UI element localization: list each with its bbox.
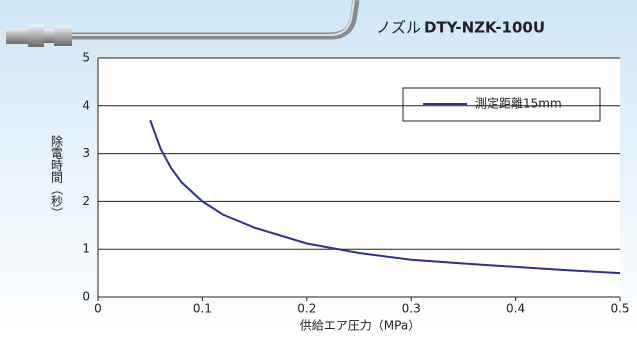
x-tick-label: 0.5 [610,302,629,316]
x-tick-label: 0.3 [402,302,421,316]
x-tick-label: 0.1 [193,302,212,316]
product-model: DTY-NZK-100U [424,19,545,37]
product-label: ノズル [376,19,421,37]
nozzle-illustration [6,0,360,47]
y-tick-label: 3 [82,146,90,160]
y-tick-label: 0 [82,290,90,304]
y-axis-label: 除電時間（秒） [50,134,64,219]
y-tick-label: 2 [82,194,90,208]
x-axis-label: 供給エア圧力（MPa） [300,319,420,333]
y-tick-label: 4 [82,98,90,112]
x-tick-label: 0 [94,302,102,316]
x-tick-label: 0.2 [297,302,316,316]
legend-label: 測定距離15mm [475,96,562,111]
y-tick-label: 1 [82,242,90,256]
x-tick-label: 0.4 [506,302,525,316]
data-line [149,119,621,275]
y-tick-label: 5 [82,51,90,65]
